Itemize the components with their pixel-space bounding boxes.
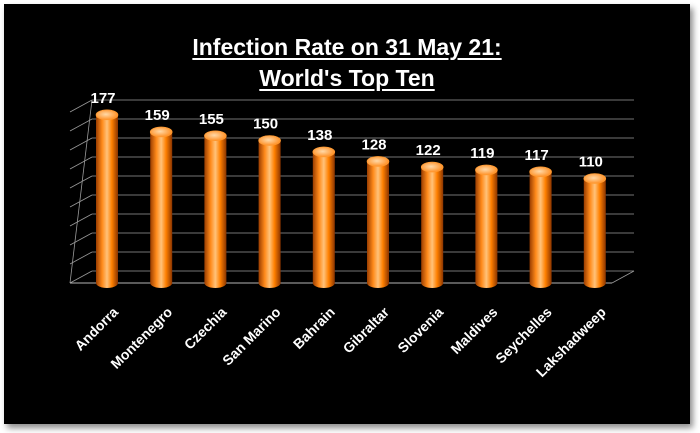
bar-body — [204, 135, 227, 288]
data-label: 122 — [416, 142, 441, 159]
bars — [95, 109, 607, 288]
bar — [258, 135, 281, 288]
bar-cap — [366, 156, 390, 167]
y-axis-line — [69, 99, 93, 284]
bar-cap — [258, 135, 281, 146]
gridline-depth — [69, 118, 93, 132]
bar-body — [367, 161, 389, 288]
data-label: 177 — [90, 90, 115, 107]
data-label: 159 — [145, 107, 170, 124]
bar — [529, 166, 552, 288]
data-label: 155 — [199, 111, 224, 128]
value-labels: 177 159 155 150 138 128 122 119 117 110 — [90, 90, 602, 171]
data-label: 150 — [253, 116, 278, 133]
bar — [204, 130, 227, 288]
category-label: Bahrain — [290, 304, 338, 352]
gridline-depth — [69, 213, 93, 227]
bar-body — [150, 131, 173, 288]
bar-body — [421, 167, 444, 288]
data-label: 119 — [470, 145, 494, 162]
bar-cap — [204, 130, 227, 142]
chart-title-line-1: Infection Rate on 31 May 21: — [192, 34, 502, 60]
chart-title: Infection Rate on 31 May 21: World's Top… — [4, 32, 690, 94]
bar-cap — [312, 146, 336, 158]
bar-body — [475, 169, 498, 288]
data-label: 117 — [524, 147, 548, 164]
gridline-depth — [69, 194, 93, 208]
gridline-depth — [69, 270, 93, 284]
bar-cap — [149, 126, 173, 138]
bar-cap — [529, 166, 552, 178]
bar-cap — [475, 164, 498, 176]
category-label: Maldives — [447, 304, 500, 357]
data-label: 128 — [361, 136, 386, 153]
gridline-depth — [69, 137, 93, 151]
category-label: Czechia — [181, 304, 230, 353]
category-label: San Marino — [219, 304, 284, 369]
data-label: 138 — [307, 127, 332, 144]
gridline-depth — [69, 251, 93, 265]
bar — [420, 161, 444, 288]
bar-cap — [420, 161, 444, 173]
floor-edge — [611, 270, 635, 284]
gridline-depth — [69, 156, 93, 170]
bar-cap — [95, 109, 119, 121]
bar — [149, 126, 173, 288]
bar-body — [258, 140, 281, 288]
bar-body — [96, 114, 118, 288]
bar — [366, 156, 390, 288]
gridline-depth — [69, 175, 93, 189]
bar-body — [312, 151, 335, 288]
bar-body — [583, 178, 606, 288]
gridline-depth — [69, 99, 93, 113]
bar-body — [529, 171, 552, 288]
category-label: Slovenia — [394, 304, 446, 356]
chart-title-line-2: World's Top Ten — [259, 65, 435, 91]
category-label: Andorra — [71, 304, 121, 354]
bar — [475, 164, 498, 288]
category-label: Gibraltar — [340, 303, 393, 356]
bar — [312, 146, 336, 288]
bar — [95, 109, 119, 288]
bar — [583, 173, 607, 288]
gridline-depth — [69, 232, 93, 246]
bar-cap — [583, 173, 607, 184]
data-label: 110 — [579, 154, 603, 171]
